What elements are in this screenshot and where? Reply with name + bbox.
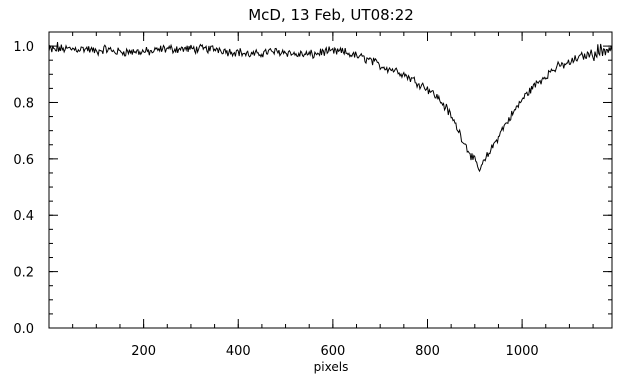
y-tick-label: 0.4 bbox=[13, 209, 34, 224]
y-tick-label: 0.8 bbox=[13, 96, 34, 111]
y-tick-label: 0.6 bbox=[13, 153, 34, 168]
plot-frame bbox=[48, 31, 613, 329]
x-tick-label: 600 bbox=[320, 344, 345, 359]
y-tick-label: 0.2 bbox=[13, 266, 34, 281]
y-tick-label: 1.0 bbox=[13, 40, 34, 55]
x-tick-label: 1000 bbox=[506, 344, 539, 359]
plot-area: 200 400 600 800 1000 0.0 0.2 0.4 0.6 0.8 1.0 bbox=[13, 31, 613, 359]
y-tick-label: 0.0 bbox=[13, 322, 34, 337]
spectrum-line bbox=[48, 41, 613, 173]
x-tick-label: 400 bbox=[226, 344, 251, 359]
x-axis-label: pixels bbox=[314, 360, 349, 374]
chart-title: McD, 13 Feb, UT08:22 bbox=[248, 6, 414, 24]
x-tick-label: 200 bbox=[131, 344, 156, 359]
x-tick-label: 800 bbox=[415, 344, 440, 359]
